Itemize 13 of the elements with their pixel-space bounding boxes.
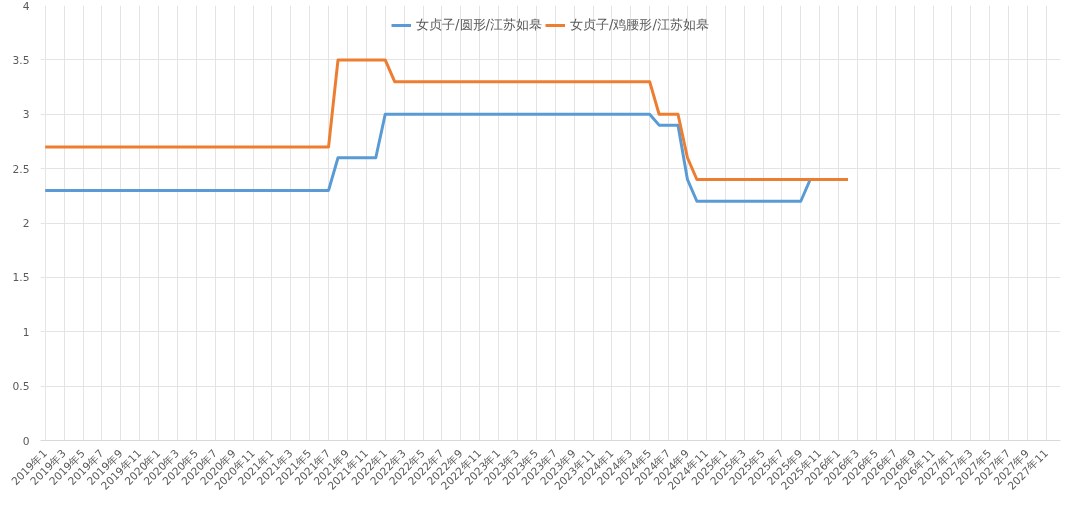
y-tick-label: 0.5	[12, 380, 30, 394]
line-series	[43, 58, 850, 181]
y-tick-label: 2.5	[12, 162, 30, 176]
y-tick-label: 3	[22, 108, 30, 122]
y-tick-label: 2	[22, 217, 30, 230]
y-tick-label: 4	[22, 0, 30, 13]
y-tick-label: 3.5	[12, 53, 30, 67]
y-tick-label: 1.5	[12, 271, 30, 285]
y-tick-label: 1	[22, 325, 30, 339]
line-series	[43, 112, 812, 203]
legend-label: 女贞子/圆形/江苏如皋	[416, 16, 542, 34]
y-tick-label: 0	[22, 434, 30, 448]
legend-label: 女贞子/鸡腰形/江苏如皋	[570, 16, 709, 34]
